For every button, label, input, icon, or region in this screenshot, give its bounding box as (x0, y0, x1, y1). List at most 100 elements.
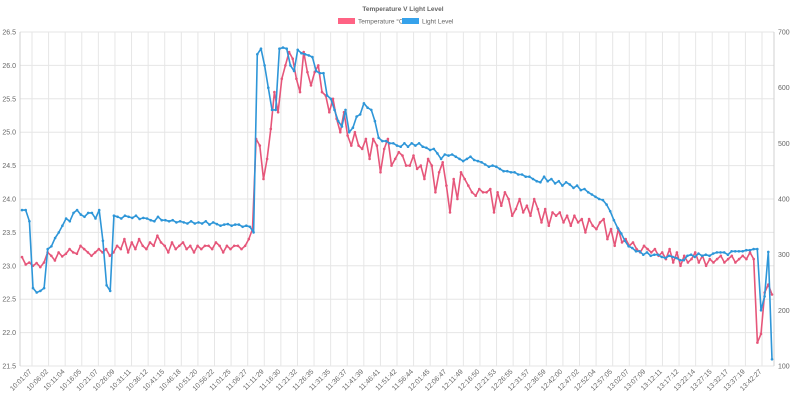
light-level-point[interactable] (406, 145, 410, 148)
temperature-point[interactable] (156, 234, 159, 237)
light-level-point[interactable] (336, 119, 340, 123)
temperature-point[interactable] (167, 251, 170, 254)
light-level-point[interactable] (263, 64, 266, 67)
light-level-point[interactable] (623, 239, 627, 243)
temperature-point[interactable] (521, 211, 525, 214)
temperature-point[interactable] (415, 167, 419, 171)
temperature-point[interactable] (214, 241, 218, 244)
temperature-point[interactable] (353, 130, 357, 134)
light-level-point[interactable] (358, 113, 362, 116)
temperature-point[interactable] (445, 184, 448, 187)
light-level-point[interactable] (219, 224, 222, 227)
light-level-point[interactable] (120, 217, 123, 220)
light-level-point[interactable] (410, 142, 414, 145)
temperature-point[interactable] (426, 157, 430, 161)
light-level-point[interactable] (634, 250, 638, 253)
light-level-point[interactable] (590, 193, 594, 196)
light-level-point[interactable] (116, 215, 119, 219)
light-level-point[interactable] (340, 125, 344, 128)
temperature-point[interactable] (273, 90, 276, 94)
light-level-point[interactable] (450, 153, 454, 156)
light-level-point[interactable] (347, 130, 351, 134)
temperature-point[interactable] (478, 187, 481, 191)
light-level-point[interactable] (362, 102, 366, 105)
light-level-point[interactable] (653, 253, 656, 256)
temperature-point[interactable] (532, 197, 536, 201)
temperature-point[interactable] (489, 187, 492, 191)
light-level-point[interactable] (204, 220, 208, 223)
light-level-point[interactable] (642, 253, 645, 256)
light-level-point[interactable] (134, 214, 138, 217)
light-level-point[interactable] (325, 94, 329, 97)
light-level-point[interactable] (322, 71, 325, 75)
temperature-point[interactable] (265, 157, 269, 161)
temperature-point[interactable] (284, 64, 287, 67)
light-level-point[interactable] (770, 358, 774, 361)
temperature-point[interactable] (258, 144, 262, 147)
temperature-point[interactable] (467, 184, 470, 187)
light-level-point[interactable] (61, 224, 64, 227)
light-level-point[interactable] (693, 255, 697, 259)
temperature-point[interactable] (185, 247, 188, 251)
light-level-point[interactable] (175, 221, 178, 224)
temperature-point[interactable] (682, 254, 686, 258)
temperature-point[interactable] (441, 161, 445, 164)
light-level-point[interactable] (495, 165, 498, 168)
light-level-point[interactable] (24, 208, 28, 212)
temperature-point[interactable] (306, 70, 309, 74)
light-level-point[interactable] (138, 217, 141, 221)
light-level-point[interactable] (57, 231, 61, 234)
temperature-point[interactable] (163, 244, 166, 248)
light-level-point[interactable] (432, 147, 436, 151)
light-level-point[interactable] (586, 191, 590, 194)
temperature-point[interactable] (130, 241, 134, 244)
light-level-point[interactable] (255, 53, 259, 56)
light-level-point[interactable] (344, 108, 347, 112)
temperature-point[interactable] (543, 207, 547, 211)
temperature-point[interactable] (503, 191, 507, 194)
light-level-point[interactable] (605, 203, 608, 206)
temperature-point[interactable] (170, 241, 174, 244)
light-level-point[interactable] (517, 173, 520, 176)
temperature-point[interactable] (752, 257, 755, 261)
light-level-point[interactable] (241, 225, 244, 229)
temperature-point[interactable] (240, 247, 243, 251)
light-level-point[interactable] (79, 213, 83, 216)
legend-item-temperature[interactable]: Temperature °C (338, 18, 404, 26)
temperature-point[interactable] (448, 211, 452, 214)
light-level-point[interactable] (215, 222, 219, 226)
light-level-point[interactable] (366, 106, 369, 109)
temperature-point[interactable] (470, 191, 474, 194)
light-level-point[interactable] (270, 108, 274, 112)
light-level-point[interactable] (546, 179, 549, 183)
temperature-point[interactable] (613, 244, 616, 248)
light-level-point[interactable] (737, 250, 741, 253)
light-level-point[interactable] (506, 169, 509, 173)
temperature-point[interactable] (280, 77, 284, 81)
temperature-point[interactable] (35, 261, 38, 265)
light-level-point[interactable] (399, 145, 403, 148)
temperature-point[interactable] (218, 244, 221, 248)
temperature-point[interactable] (635, 247, 638, 251)
temperature-point[interactable] (331, 97, 335, 101)
light-level-point[interactable] (469, 155, 472, 158)
light-level-point[interactable] (178, 220, 182, 223)
temperature-point[interactable] (693, 251, 697, 254)
light-level-point[interactable] (28, 220, 31, 223)
light-level-point[interactable] (461, 159, 465, 163)
temperature-point[interactable] (671, 261, 675, 264)
temperature-point[interactable] (668, 247, 671, 251)
light-level-point[interactable] (281, 46, 285, 49)
light-level-point[interactable] (667, 254, 671, 258)
temperature-point[interactable] (723, 261, 726, 264)
light-level-point[interactable] (292, 69, 296, 73)
light-level-point[interactable] (616, 226, 619, 230)
light-level-point[interactable] (579, 188, 583, 192)
temperature-point[interactable] (646, 247, 649, 251)
light-level-point[interactable] (318, 71, 322, 75)
temperature-point[interactable] (408, 164, 412, 167)
temperature-point[interactable] (507, 197, 510, 201)
light-level-point[interactable] (105, 284, 108, 287)
temperature-point[interactable] (357, 144, 360, 147)
light-level-point[interactable] (601, 198, 605, 202)
